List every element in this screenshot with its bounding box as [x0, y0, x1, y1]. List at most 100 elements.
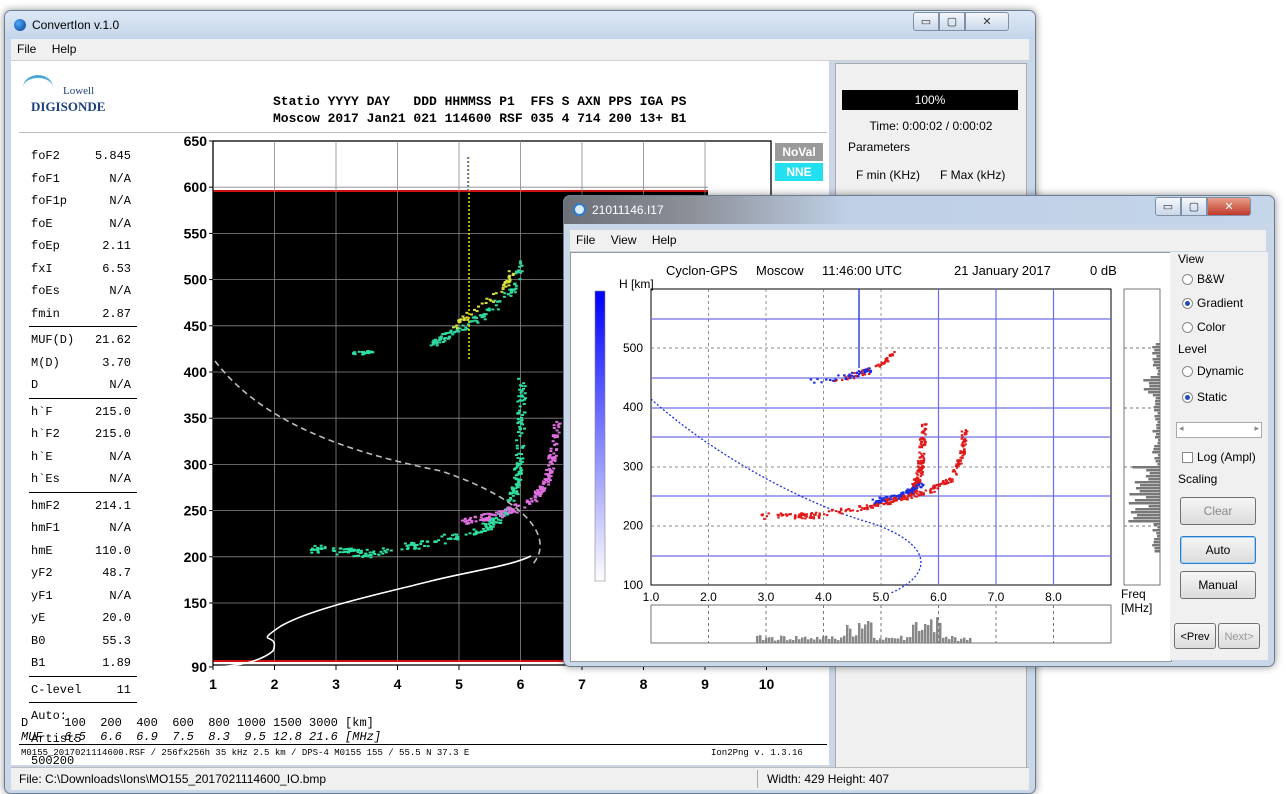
trace-o-mode-point	[515, 462, 519, 465]
trace-low-point	[362, 351, 365, 353]
trace-x-mode-point	[543, 478, 547, 481]
trace-x-mode-point	[484, 517, 487, 520]
trace-low-point	[364, 351, 368, 354]
viewer-trace-o-mode-point	[848, 508, 851, 511]
viewer-trace-x-mode-point	[960, 462, 963, 465]
frequency-histogram-bar	[888, 638, 891, 643]
trace-spread-f-point	[457, 330, 461, 333]
viewer-trace-o-mode-point	[803, 513, 806, 516]
viewer-x-tick-label: 1.0	[643, 590, 660, 604]
radio-gradient[interactable]: Gradient	[1182, 296, 1243, 310]
viewer-trace-o-mode-point	[882, 503, 886, 506]
viewer-trace-o-mode-point	[844, 510, 847, 513]
viewer-trace-x-mode-point	[961, 436, 964, 439]
viewer-trace-o-mode-point	[886, 498, 889, 500]
viewer-trace-blue-point	[884, 495, 888, 498]
frequency-histogram-bar	[954, 637, 957, 643]
trace-x-mode-point	[480, 514, 484, 516]
trace-o-mode-point	[518, 462, 522, 465]
trace-x-mode-point	[548, 455, 552, 458]
viewer-trace-blue-point	[906, 488, 909, 491]
menu-file[interactable]: File	[17, 42, 37, 56]
viewer-maximize-button[interactable]: ▢	[1181, 197, 1207, 216]
viewer-trace-x-mode-point	[941, 481, 945, 484]
viewer-menu-file[interactable]: File	[576, 233, 596, 247]
viewer-trace-upper-blue-point	[847, 374, 850, 377]
viewer-minimize-button[interactable]: ▭	[1155, 197, 1181, 216]
view-group-label: View	[1178, 252, 1204, 266]
maximize-button[interactable]: ▢	[939, 12, 965, 31]
viewer-trace-blue-point	[877, 500, 881, 503]
viewer-menu-help[interactable]: Help	[651, 233, 677, 247]
trace-x-mode-point	[481, 513, 485, 516]
frequency-histogram-bar	[966, 639, 969, 643]
viewer-trace-o-mode-point	[858, 505, 861, 508]
next-button[interactable]: Next>	[1218, 623, 1260, 649]
trace-x-mode-point	[500, 513, 504, 516]
height-histogram-bar	[1134, 481, 1160, 484]
prev-button[interactable]: <Prev	[1174, 623, 1216, 649]
trace-spread-f-point	[439, 337, 443, 340]
trace-x-mode-point	[549, 475, 553, 478]
main-titlebar[interactable]	[5, 11, 1035, 39]
level-slider[interactable]: ◂ ▸	[1176, 422, 1262, 438]
trace-o-mode-point	[523, 392, 527, 395]
trace-x-mode-point	[481, 519, 485, 522]
viewer-trace-x-mode-point	[918, 490, 921, 493]
plot-axes: 650 600 550 500 450 400 350 300 250 200 150 901 2 3 4 5…	[184, 133, 775, 692]
slider-right-arrow-icon[interactable]: ▸	[1254, 423, 1259, 433]
trace-o-mode-point	[487, 522, 491, 525]
radio-dynamic[interactable]: Dynamic	[1182, 364, 1244, 378]
param-name: yE	[31, 611, 46, 625]
trace-o-mode-point	[349, 547, 353, 550]
param-row: foEs N/A	[31, 280, 131, 303]
height-histogram-bar	[1157, 412, 1160, 415]
param-value: 214.1	[94, 498, 131, 513]
param-value: 2.11	[102, 239, 131, 253]
viewer-trace-o-mode-point	[916, 477, 920, 480]
menu-help[interactable]: Help	[51, 42, 77, 56]
frequency-histogram-bar	[783, 636, 786, 643]
slider-left-arrow-icon[interactable]: ◂	[1179, 423, 1184, 433]
viewer-close-button[interactable]: ✕	[1207, 197, 1251, 216]
trace-o-mode-point	[519, 391, 523, 394]
close-button[interactable]: ✕	[965, 12, 1009, 31]
viewer-trace-o-mode-point	[810, 513, 813, 515]
viewer-trace-o-mode-point	[922, 466, 925, 468]
trace-o-mode-point	[499, 514, 502, 517]
log-ampl-checkbox[interactable]: Log (Ampl)	[1182, 450, 1256, 464]
viewer-trace-x-mode-point	[959, 459, 962, 462]
trace-x-mode-point	[553, 436, 557, 439]
auto-button[interactable]: Auto	[1180, 536, 1256, 564]
viewer-trace-o-mode-point	[860, 509, 863, 511]
radio-color[interactable]: Color	[1182, 320, 1226, 334]
clear-button[interactable]: Clear	[1180, 497, 1256, 525]
viewer-trace-x-mode-point	[951, 480, 954, 483]
trace-x-mode-point	[545, 478, 549, 481]
viewer-trace-o-mode-point	[885, 499, 889, 502]
viewer-trace-upper-blue-point	[869, 371, 872, 374]
radio-static[interactable]: Static	[1182, 390, 1227, 404]
trace-yellow-point	[470, 313, 474, 316]
trace-low-point	[367, 352, 371, 355]
viewer-menu-view[interactable]: View	[610, 233, 637, 247]
trace-x-mode-point	[501, 510, 505, 513]
viewer-trace-o-mode-point	[923, 438, 926, 441]
viewer-trace-x-mode-point	[959, 450, 962, 453]
viewer-trace-o-mode-point	[834, 510, 838, 513]
minimize-button[interactable]: ▭	[913, 12, 939, 31]
viewer-trace-o-mode-point	[800, 512, 803, 515]
trace-o-mode-point	[519, 478, 523, 481]
trace-spread-f-point	[516, 271, 520, 274]
viewer-trace-o-mode-point	[889, 503, 892, 505]
trace-x-mode-point	[506, 511, 510, 514]
radio-bw[interactable]: B&W	[1182, 272, 1224, 286]
x-tick-label: 2	[271, 676, 279, 692]
manual-button[interactable]: Manual	[1180, 571, 1256, 599]
viewer-trace-o-mode-point	[920, 452, 923, 455]
param-row: foF1p N/A	[31, 190, 131, 213]
viewer-trace-x-mode-point	[966, 430, 969, 433]
trace-o-mode-point	[332, 550, 336, 552]
viewer-trace-o-mode-point	[887, 501, 891, 504]
height-histogram-bar	[1155, 418, 1160, 421]
